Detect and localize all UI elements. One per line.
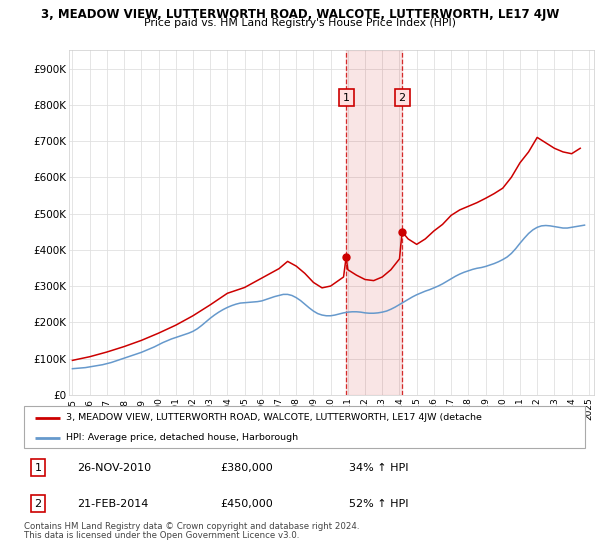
Text: 52% ↑ HPI: 52% ↑ HPI — [349, 499, 409, 509]
Text: 2: 2 — [398, 92, 406, 102]
Text: £380,000: £380,000 — [220, 463, 273, 473]
Text: 1: 1 — [343, 92, 350, 102]
FancyBboxPatch shape — [24, 406, 585, 448]
Text: Contains HM Land Registry data © Crown copyright and database right 2024.: Contains HM Land Registry data © Crown c… — [24, 522, 359, 531]
Text: 21-FEB-2014: 21-FEB-2014 — [77, 499, 149, 509]
Text: 3, MEADOW VIEW, LUTTERWORTH ROAD, WALCOTE, LUTTERWORTH, LE17 4JW: 3, MEADOW VIEW, LUTTERWORTH ROAD, WALCOT… — [41, 8, 559, 21]
Text: 2: 2 — [34, 499, 41, 509]
Text: Price paid vs. HM Land Registry's House Price Index (HPI): Price paid vs. HM Land Registry's House … — [144, 18, 456, 29]
Text: 1: 1 — [35, 463, 41, 473]
Text: £450,000: £450,000 — [220, 499, 273, 509]
Text: 3, MEADOW VIEW, LUTTERWORTH ROAD, WALCOTE, LUTTERWORTH, LE17 4JW (detache: 3, MEADOW VIEW, LUTTERWORTH ROAD, WALCOT… — [66, 413, 482, 422]
Bar — [346, 50, 402, 395]
Text: HPI: Average price, detached house, Harborough: HPI: Average price, detached house, Harb… — [66, 433, 298, 442]
Text: 34% ↑ HPI: 34% ↑ HPI — [349, 463, 409, 473]
Text: This data is licensed under the Open Government Licence v3.0.: This data is licensed under the Open Gov… — [24, 531, 299, 540]
Text: 26-NOV-2010: 26-NOV-2010 — [77, 463, 151, 473]
